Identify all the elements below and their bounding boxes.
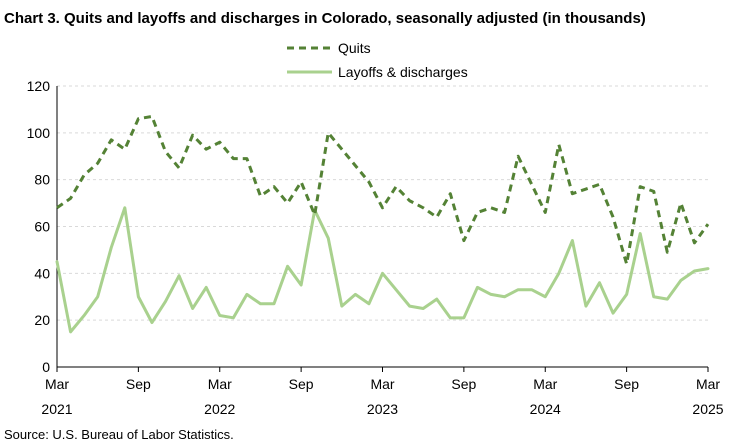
y-axis: 0 20 40 60 80 100 120 [27, 78, 51, 375]
source-note: Source: U.S. Bureau of Labor Statistics. [4, 427, 234, 442]
y-tick-label: 120 [27, 78, 51, 94]
x-tick-label: Mar [370, 376, 394, 392]
x-tick-year-label: 2022 [204, 401, 235, 417]
series-line-quits [56, 114, 710, 266]
y-tick-label: 20 [34, 312, 50, 328]
y-tick-label: 80 [34, 172, 50, 188]
y-tick-label: 100 [27, 125, 51, 141]
x-tick-year-label: 2021 [41, 401, 72, 417]
series-line-layoffs-discharges [55, 206, 710, 334]
x-tick-label: Mar [208, 376, 232, 392]
x-tick-label: Sep [614, 376, 639, 392]
series-lines [55, 114, 710, 334]
y-tick-label: 0 [42, 359, 50, 375]
x-tick-label: Mar [533, 376, 557, 392]
gridlines [57, 85, 708, 321]
x-tick-year-label: 2024 [530, 401, 561, 417]
x-tick-label: Mar [45, 376, 69, 392]
legend-label-layoffs: Layoffs & discharges [338, 64, 468, 80]
x-axis: Mar 2021 Sep Mar 2022 Sep Mar 2023 Sep Mar 2024 Sep… [41, 86, 724, 417]
legend: Quits Layoffs & discharges [287, 40, 468, 80]
x-tick-label: Mar [696, 376, 720, 392]
chart-title: Chart 3. Quits and layoffs and discharge… [4, 10, 646, 27]
x-tick-year-label: 2023 [367, 401, 398, 417]
x-tick-label: Sep [451, 376, 476, 392]
x-tick-label: Sep [289, 376, 314, 392]
x-tick-label: Sep [126, 376, 151, 392]
legend-label-quits: Quits [338, 40, 371, 56]
y-tick-label: 60 [34, 219, 50, 235]
y-tick-label: 40 [34, 265, 50, 281]
x-tick-year-label: 2025 [692, 401, 723, 417]
